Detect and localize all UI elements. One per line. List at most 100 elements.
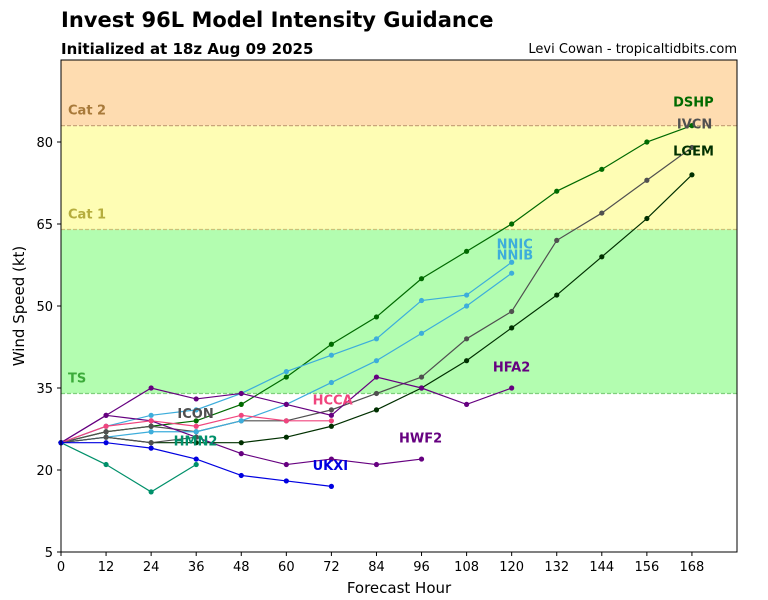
chart-title: Invest 96L Model Intensity Guidance: [61, 8, 494, 32]
data-point-ivcn: [328, 407, 334, 413]
data-point-lgem: [373, 407, 380, 413]
data-point-ivcn: [644, 177, 650, 183]
data-point-dshp: [373, 314, 380, 320]
data-point-icon: [103, 434, 109, 440]
y-tick-label: 80: [36, 136, 53, 151]
data-point-ivcn: [373, 390, 380, 397]
data-point-hfa2: [373, 374, 380, 380]
data-point-nnic: [328, 352, 334, 358]
data-point-dshp: [238, 401, 244, 407]
y-tick-label: 20: [36, 464, 53, 479]
data-point-nnic: [283, 369, 289, 375]
x-tick-label: 36: [188, 560, 205, 575]
x-tick-label: 96: [413, 560, 430, 575]
series-label-hmn2: HMN2: [174, 434, 218, 449]
data-point-nnib: [509, 270, 515, 276]
x-tick-label: 84: [368, 560, 385, 575]
y-tick-label: 50: [36, 300, 53, 315]
series-line-icon: [60, 436, 197, 444]
data-point-nnic: [373, 336, 380, 342]
x-tick-label: 144: [589, 560, 614, 575]
data-point-ukxi: [328, 483, 334, 489]
data-point-ukxi: [103, 440, 109, 446]
series-label-hwf2: HWF2: [399, 432, 442, 447]
data-point-hcca: [148, 418, 154, 424]
y-axis-label: Wind Speed (kt): [10, 246, 28, 367]
series-label-lgem: LGEM: [673, 145, 714, 160]
x-tick-label: 48: [233, 560, 250, 575]
data-point-ivcn: [418, 374, 425, 380]
data-point-nnic: [509, 259, 515, 265]
data-point-lgem: [328, 423, 334, 429]
data-point-lgem: [599, 254, 605, 260]
data-point-ivcn: [509, 308, 515, 315]
x-tick-label: 168: [680, 560, 705, 575]
data-point-ivcn: [148, 423, 154, 429]
data-point-hmn2: [148, 489, 154, 495]
data-point-hcca: [103, 423, 109, 429]
data-point-ivcn: [464, 336, 470, 342]
data-point-hfa2: [418, 385, 425, 391]
data-point-dshp: [283, 374, 289, 380]
series-label-nnib: NNIB: [497, 249, 534, 264]
series-label-hfa2: HFA2: [493, 361, 530, 376]
x-tick-label: 60: [278, 560, 295, 575]
data-point-hwf2: [373, 461, 380, 468]
axes: 0 12 24 36 48 60 72 84 96 108 120 132 144 156 168 5 20 35…: [36, 59, 738, 575]
x-tick-label: 156: [634, 560, 659, 575]
data-point-dshp: [328, 341, 334, 347]
series-label-ukxi: UKXI: [313, 459, 349, 474]
data-point-hcca: [238, 412, 244, 418]
x-tick-label: 24: [143, 560, 160, 575]
x-tick-label: 120: [499, 560, 524, 575]
y-tick-label: 5: [45, 546, 53, 561]
data-point-hwf2: [418, 456, 425, 462]
data-point-nnib: [328, 379, 334, 386]
data-point-dshp: [599, 166, 605, 172]
data-point-dshp: [464, 248, 470, 254]
data-point-dshp: [689, 123, 695, 129]
data-point-nnic: [464, 292, 470, 298]
y-tick-label: 65: [36, 218, 53, 233]
data-point-nnib: [148, 429, 154, 435]
data-point-lgem: [193, 440, 199, 446]
series-label-ivcn: IVCN: [677, 117, 712, 132]
x-axis-label: Forecast Hour: [347, 579, 452, 597]
data-point-hwf2: [238, 451, 244, 457]
series-label-dshp: DSHP: [673, 95, 714, 110]
data-point-hwf2: [328, 456, 334, 462]
data-point-dshp: [418, 276, 425, 282]
data-point-ukxi: [193, 456, 199, 462]
data-point-ivcn: [554, 237, 560, 243]
data-point-nnib: [238, 418, 244, 424]
data-point-nnib: [373, 358, 380, 364]
series-label-nnic: NNIC: [497, 238, 533, 253]
chart-credit: Levi Cowan - tropicaltidbits.com: [528, 42, 737, 57]
data-point-hwf2: [103, 412, 109, 418]
data-point-hfa2: [283, 401, 289, 407]
series-label-icon: ICON: [177, 407, 213, 422]
data-point-lgem: [238, 440, 244, 446]
data-point-ukxi: [238, 472, 244, 479]
data-point-nnic: [148, 412, 154, 418]
data-point-ukxi: [283, 478, 289, 484]
band-label: Cat 2: [68, 104, 106, 119]
x-tick-label: 108: [454, 560, 479, 575]
chart-subtitle: Initialized at 18z Aug 09 2025: [61, 40, 314, 58]
band-ts: [61, 229, 737, 394]
data-point-lgem: [283, 434, 289, 440]
data-point-icon: [193, 434, 199, 440]
band-cat-1: [61, 125, 737, 230]
data-point-nnic: [193, 407, 199, 413]
data-point-dshp: [554, 188, 560, 194]
intensity-bands: TS Cat 1 Cat 2: [61, 60, 737, 395]
series-line-hmn2: [60, 442, 197, 493]
data-point-nnib: [193, 429, 199, 435]
x-tick-label: 132: [544, 560, 569, 575]
data-point-hfa2: [193, 396, 199, 402]
data-point-ivcn: [103, 429, 109, 435]
data-point-ivcn: [599, 210, 605, 216]
data-point-nnic: [418, 297, 425, 304]
